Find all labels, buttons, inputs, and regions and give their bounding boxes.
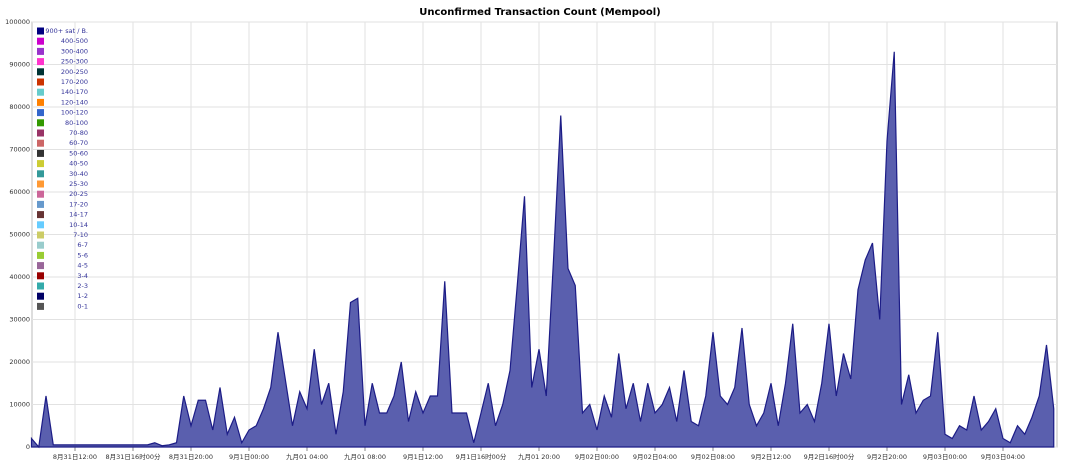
y-tick-label: 100000 [5, 18, 30, 26]
legend-swatch [37, 292, 44, 300]
x-tick-label: 九月01 04:00 [286, 452, 328, 461]
x-tick-label: 9月1日12:00 [403, 453, 443, 461]
legend-swatch [37, 98, 44, 106]
legend-label: 17-20 [69, 200, 88, 208]
legend-label: 400-500 [61, 37, 88, 45]
legend-label: 140-170 [61, 88, 88, 96]
y-tick-label: 60000 [9, 188, 30, 196]
x-tick-label: 9月03日00:00 [923, 453, 967, 461]
legend-swatch [37, 58, 44, 66]
y-tick-label: 20000 [9, 358, 30, 366]
y-tick-label: 70000 [9, 146, 30, 154]
x-tick-label: 九月01 08:00 [344, 452, 386, 461]
legend-label: 6-7 [77, 241, 88, 249]
legend-swatch [37, 78, 44, 86]
x-tick-label: 8月31日20:00 [169, 453, 213, 461]
legend-label: 170-200 [61, 78, 88, 86]
legend-swatch [37, 211, 44, 219]
legend-label: 14-17 [69, 211, 88, 219]
y-tick-label: 10000 [9, 401, 30, 409]
x-tick-label: 9月1日00:00 [229, 453, 269, 461]
x-tick-label: 9月02日00:00 [575, 453, 619, 461]
x-tick-label: 8月31日12:00 [53, 453, 97, 461]
legend-label: 5-6 [77, 251, 88, 259]
legend-label: 120-140 [61, 98, 88, 106]
legend-swatch [37, 27, 44, 35]
legend-swatch [37, 241, 44, 249]
area [30, 51, 1055, 449]
legend-label: 40-50 [69, 160, 88, 168]
legend-swatch [37, 68, 44, 76]
x-tick-label: 9月1日16时00分 [456, 452, 507, 461]
legend-swatch [37, 119, 44, 127]
legend-swatch [37, 129, 44, 137]
y-tick-label: 0 [26, 443, 30, 451]
legend-swatch [37, 149, 44, 157]
legend-label: 100-120 [61, 109, 88, 117]
legend-swatch [37, 231, 44, 239]
legend-label: 250-300 [61, 58, 88, 66]
legend-swatch [37, 272, 44, 280]
x-tick-label: 9月03日04:00 [981, 453, 1025, 461]
legend-swatch [37, 262, 44, 270]
x-tick-label: 9月02日04:00 [633, 453, 677, 461]
legend-swatch [37, 170, 44, 178]
legend-label: 200-250 [61, 68, 88, 76]
x-tick-label: 8月31日16时00分 [106, 452, 161, 461]
legend-swatch [37, 302, 44, 310]
y-tick-label: 40000 [9, 273, 30, 281]
legend-label: 900+ sat / B. [45, 27, 88, 35]
legend-swatch [37, 47, 44, 55]
legend-label: 70-80 [69, 129, 88, 137]
legend-swatch [37, 221, 44, 229]
legend-swatch [37, 251, 44, 259]
legend-label: 20-25 [69, 190, 88, 198]
legend-label: 60-70 [69, 139, 88, 147]
legend-swatch [37, 180, 44, 188]
legend-swatch [37, 139, 44, 147]
legend-label: 80-100 [65, 119, 88, 127]
x-tick-label: 9月2日16时00分 [804, 452, 855, 461]
legend-swatch [37, 109, 44, 117]
x-tick-label: 九月01 20:00 [518, 452, 560, 461]
legend-swatch [37, 282, 44, 290]
x-tick-label: 9月02日08:00 [691, 453, 735, 461]
legend-label: 7-10 [73, 231, 88, 239]
y-tick-label: 80000 [9, 103, 30, 111]
legend-label: 10-14 [69, 221, 88, 229]
legend-swatch [37, 200, 44, 208]
legend-swatch [37, 88, 44, 96]
y-tick-label: 50000 [9, 231, 30, 239]
y-tick-label: 90000 [9, 61, 30, 69]
legend-label: 30-40 [69, 170, 88, 178]
legend-swatch [37, 37, 44, 45]
x-tick-label: 9月2日12:00 [751, 453, 791, 461]
chart-title: Unconfirmed Transaction Count (Mempool) [419, 7, 661, 18]
legend-swatch [37, 190, 44, 198]
legend-swatch [37, 160, 44, 168]
legend-label: 300-400 [61, 47, 88, 55]
legend-label: 1-2 [77, 292, 88, 300]
legend-label: 25-30 [69, 180, 88, 188]
legend-label: 3-4 [77, 272, 88, 280]
legend-label: 50-60 [69, 149, 88, 157]
y-tick-label: 30000 [9, 316, 30, 324]
legend-label: 2-3 [77, 282, 88, 290]
legend-label: 0-1 [77, 302, 88, 310]
legend-label: 4-5 [77, 262, 88, 270]
x-tick-label: 9月2日20:00 [867, 453, 907, 461]
